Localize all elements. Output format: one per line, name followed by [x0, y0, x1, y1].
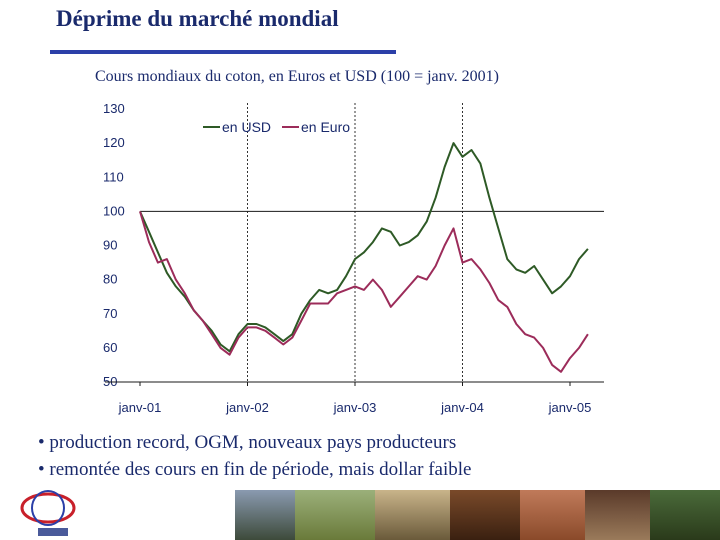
- photo-strip: [235, 490, 720, 540]
- photo-bales: [375, 490, 450, 540]
- bullet-point: • remontée des cours en fin de période, …: [38, 459, 472, 480]
- title-underline: [50, 50, 396, 54]
- series-line-euro: [139, 211, 589, 373]
- series-lines: [139, 142, 589, 373]
- series-line-usd: [139, 142, 589, 353]
- legend: en USD en Euro: [203, 119, 350, 135]
- y-tick-label: 90: [103, 238, 117, 253]
- x-tick-label: janv-01: [118, 400, 162, 415]
- x-tick-label: janv-03: [333, 400, 377, 415]
- photo-field: [295, 490, 375, 540]
- photo-people: [585, 490, 650, 540]
- y-tick-label: 120: [103, 135, 125, 150]
- legend-label-euro: en Euro: [301, 119, 350, 135]
- y-tick-label: 100: [103, 203, 125, 218]
- y-tick-label: 110: [103, 169, 124, 184]
- y-tick-label: 130: [103, 101, 125, 116]
- y-tick-label: 60: [103, 340, 117, 355]
- photo-factory: [235, 490, 295, 540]
- x-tick-label: janv-02: [225, 400, 269, 415]
- chart-title: Cours mondiaux du coton, en Euros et USD…: [95, 68, 499, 85]
- photo-crop: [650, 490, 720, 540]
- slide-title: Déprime du marché mondial: [56, 6, 339, 31]
- legend-label-usd: en USD: [222, 119, 271, 135]
- bullet-point: • production record, OGM, nouveaux pays …: [38, 432, 457, 453]
- x-tick-label: janv-04: [440, 400, 484, 415]
- x-axis: janv-01 janv-02 janv-03 janv-04 janv-05: [118, 382, 592, 415]
- photo-worker: [450, 490, 520, 540]
- vertical-markers: [247, 103, 463, 382]
- y-tick-label: 80: [103, 272, 117, 287]
- photo-village: [520, 490, 585, 540]
- y-tick-label: 70: [103, 306, 117, 321]
- organization-logo-icon: [20, 490, 76, 536]
- x-tick-label: janv-05: [548, 400, 592, 415]
